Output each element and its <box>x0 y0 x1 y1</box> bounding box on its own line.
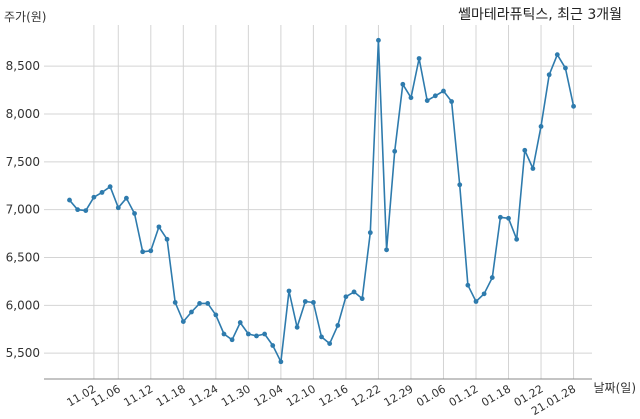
x-tick-label: 01.12 <box>447 382 481 409</box>
x-tick-label: 11.18 <box>154 382 188 409</box>
data-point <box>424 98 430 103</box>
price-series <box>67 37 576 365</box>
y-tick-label: 8,000 <box>6 107 40 121</box>
data-point <box>457 182 463 188</box>
x-tick-label: 12.04 <box>252 382 286 409</box>
y-tick-label: 8,500 <box>6 59 40 73</box>
data-point <box>294 324 300 330</box>
data-point <box>124 195 129 201</box>
data-point <box>571 103 576 109</box>
data-point <box>91 194 97 200</box>
data-point <box>221 331 227 337</box>
data-point <box>172 300 178 305</box>
data-point <box>156 224 162 230</box>
data-point <box>489 275 495 280</box>
data-point <box>473 299 479 304</box>
x-axis-label: 날짜(일) <box>593 381 636 395</box>
y-tick-labels: 5,500 6,000 6,500 7,000 7,500 8,000 8,500 <box>6 59 40 360</box>
data-point <box>359 296 365 302</box>
data-point <box>132 211 137 216</box>
data-point <box>367 230 373 236</box>
data-point <box>107 184 113 190</box>
data-point <box>376 37 381 43</box>
data-point <box>302 299 308 304</box>
y-tick-label: 5,500 <box>6 346 40 360</box>
x-tick-label: 11.24 <box>187 382 221 409</box>
y-axis-label: 주가(원) <box>4 10 47 24</box>
data-point <box>205 301 211 306</box>
data-point <box>432 93 438 99</box>
data-point <box>189 309 194 315</box>
x-tick-label: 12.16 <box>317 382 351 409</box>
data-point <box>530 166 536 171</box>
data-point <box>115 205 121 211</box>
data-point <box>538 124 544 129</box>
data-point <box>563 65 568 71</box>
data-point <box>278 359 284 365</box>
x-tick-label: 11.12 <box>122 382 156 409</box>
data-point <box>465 282 471 288</box>
series-line <box>68 39 575 363</box>
data-point <box>449 99 455 104</box>
data-point <box>311 300 316 305</box>
data-point <box>237 320 243 325</box>
x-tick-label: 12.29 <box>382 382 416 409</box>
data-point <box>164 236 170 242</box>
data-point <box>400 81 406 87</box>
data-point <box>343 294 349 300</box>
x-tick-label: 12.10 <box>284 382 318 409</box>
data-point <box>335 323 341 328</box>
data-point <box>408 95 414 101</box>
data-point <box>392 148 398 154</box>
x-tick-label: 11.30 <box>219 382 253 409</box>
data-point <box>514 236 520 242</box>
data-point <box>546 72 552 78</box>
data-point <box>83 208 89 214</box>
chart-title: 쎌마테라퓨틱스, 최근 3개월 <box>458 7 622 23</box>
x-tick-labels: 11.0211.0611.1211.1811.2411.3012.0412.10… <box>65 382 578 418</box>
data-point <box>351 289 357 295</box>
x-tick-label: 01.18 <box>479 382 513 409</box>
data-point <box>286 288 292 294</box>
grid-lines <box>44 25 592 379</box>
data-point <box>229 337 235 343</box>
data-point <box>441 88 446 94</box>
data-point <box>75 207 81 213</box>
data-point <box>481 291 487 297</box>
y-tick-label: 6,500 <box>6 250 40 264</box>
x-tick-label: 12.22 <box>349 382 383 409</box>
y-tick-label: 6,000 <box>6 298 40 312</box>
x-tick-label: 01.06 <box>414 382 448 409</box>
data-point <box>497 214 503 220</box>
data-point <box>416 56 422 61</box>
data-point <box>270 343 276 348</box>
data-point <box>327 341 333 346</box>
data-point <box>384 247 389 253</box>
data-point <box>254 333 259 339</box>
data-point <box>245 331 251 337</box>
data-point <box>180 319 186 324</box>
data-point <box>319 334 324 340</box>
data-point <box>554 52 560 58</box>
data-point <box>67 197 72 203</box>
data-point <box>213 312 219 318</box>
data-point <box>148 248 154 254</box>
data-point <box>99 190 105 195</box>
data-point <box>262 331 268 337</box>
data-point <box>197 301 202 306</box>
y-tick-label: 7,500 <box>6 155 40 169</box>
data-point <box>522 147 528 153</box>
y-tick-label: 7,000 <box>6 203 40 217</box>
data-point <box>506 215 511 221</box>
data-point <box>140 249 146 255</box>
